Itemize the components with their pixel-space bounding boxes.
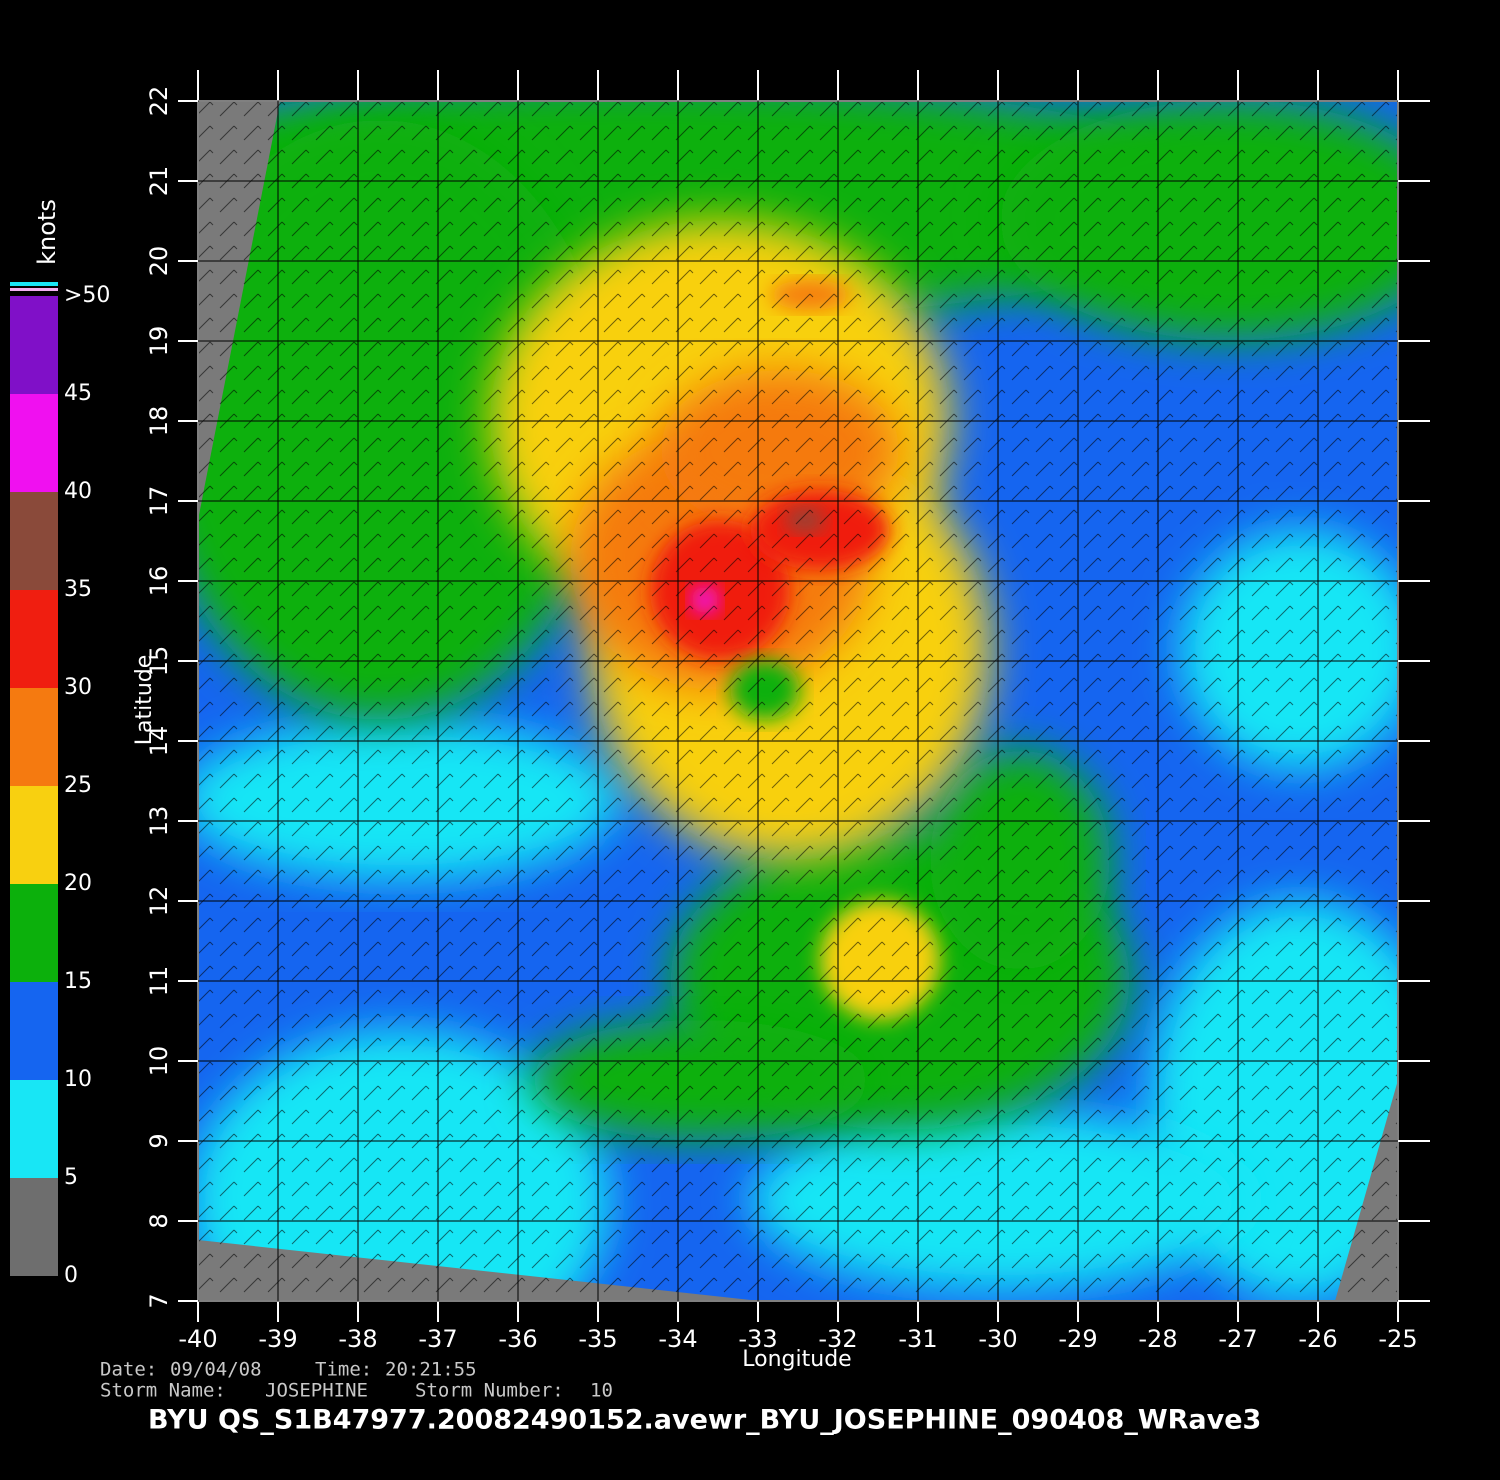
- colorbar-tick-label: 5: [64, 1165, 78, 1190]
- colorbar-cap: [10, 288, 58, 291]
- colorbar-bin: [10, 1080, 58, 1178]
- colorbar-tick-label: 10: [64, 1067, 92, 1092]
- y-tick-label: 22: [145, 86, 173, 117]
- x-tick-label: -33: [738, 1325, 777, 1353]
- wind-barbs: [198, 101, 1398, 1301]
- y-tick-label: 7: [145, 1293, 173, 1308]
- colorbar-bin: [10, 884, 58, 982]
- colorbar-bin: [10, 688, 58, 786]
- y-tick-label: 9: [145, 1133, 173, 1148]
- x-tick-label: -28: [1138, 1325, 1177, 1353]
- y-tick-label: 17: [145, 486, 173, 517]
- y-tick-label: 16: [145, 566, 173, 597]
- x-tick-label: -31: [898, 1325, 937, 1353]
- colorbar-tick-label: >50: [64, 283, 110, 308]
- colorbar-bin: [10, 394, 58, 492]
- info: Date: 09/04/08 Time: 20:21:55 Storm Name…: [100, 1359, 613, 1402]
- time-label: Time:: [315, 1359, 372, 1381]
- y-tick-label: 20: [145, 246, 173, 277]
- x-tick-label: -36: [498, 1325, 537, 1353]
- x-tick-label: -37: [418, 1325, 457, 1353]
- colorbar-tick-label: 20: [64, 871, 92, 896]
- y-tick-label: 18: [145, 406, 173, 437]
- x-tick-label: -39: [258, 1325, 297, 1353]
- colorbar-tick-label: 40: [64, 479, 92, 504]
- x-tick-label: -35: [578, 1325, 617, 1353]
- y-tick-label: 11: [145, 966, 173, 997]
- x-tick-label: -32: [818, 1325, 857, 1353]
- storm-name: JOSEPHINE: [265, 1380, 368, 1402]
- y-tick-label: 12: [145, 886, 173, 917]
- colorbar-bin: [10, 296, 58, 394]
- x-tick-label: -34: [658, 1325, 697, 1353]
- date-label: Date:: [100, 1359, 157, 1381]
- colorbar-tick-label: 0: [64, 1263, 78, 1288]
- date: 09/04/08: [170, 1359, 262, 1381]
- y-tick-label: 10: [145, 1046, 173, 1077]
- y-tick-label: 14: [145, 726, 173, 757]
- x-tick-label: -40: [178, 1325, 217, 1353]
- colorbar-tick-label: 15: [64, 969, 92, 994]
- x-axis-label: Longitude: [742, 1347, 851, 1372]
- x-tick-label: -38: [338, 1325, 377, 1353]
- colorbar-bin: [10, 492, 58, 590]
- x-tick-label: -29: [1058, 1325, 1097, 1353]
- y-tick-label: 13: [145, 806, 173, 837]
- colorbar: 0 5 10 15 20 25 30 35 40 45 >50: [10, 282, 110, 1288]
- title: BYU QS_S1B47977.20082490152.avewr_BYU_JO…: [148, 1405, 1261, 1436]
- colorbar-tick-label: 30: [64, 675, 92, 700]
- colorbar-tick-label: 35: [64, 577, 92, 602]
- storm-name-label: Storm Name:: [100, 1380, 226, 1402]
- colorbar-cap: [10, 282, 58, 286]
- y-tick-label: 19: [145, 326, 173, 357]
- x-tick-label: -27: [1218, 1325, 1257, 1353]
- storm-number: 10: [590, 1380, 613, 1402]
- y-axis-label: Latitude: [132, 655, 157, 746]
- axes: -40 -39 -38 -37 -36 -35 -34 -33 -32 -31 -30 -29 -28 -…: [145, 70, 1430, 1353]
- y-tick-label: 15: [145, 646, 173, 677]
- storm-number-label: Storm Number:: [415, 1380, 564, 1402]
- y-tick-label: 8: [145, 1213, 173, 1228]
- wind-field: [198, 101, 1398, 1301]
- colorbar-tick-label: 25: [64, 773, 92, 798]
- colorbar-bin: [10, 590, 58, 688]
- colorbar-tick-label: 45: [64, 381, 92, 406]
- colorbar-bin: [10, 1178, 58, 1276]
- y-tick-label: 21: [145, 166, 173, 197]
- colorbar-bin: [10, 982, 58, 1080]
- x-tick-label: -25: [1378, 1325, 1417, 1353]
- colorbar-bin: [10, 786, 58, 884]
- colorbar-title: knots: [33, 199, 61, 265]
- time: 20:21:55: [385, 1359, 477, 1381]
- x-tick-label: -30: [978, 1325, 1017, 1353]
- x-tick-label: -26: [1298, 1325, 1337, 1353]
